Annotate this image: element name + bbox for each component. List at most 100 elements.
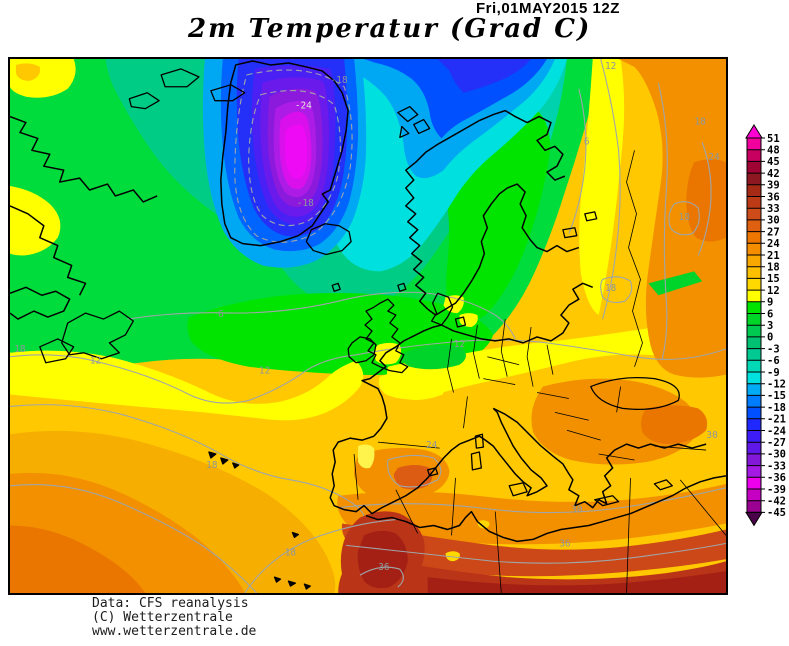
temperature-fields bbox=[10, 59, 726, 593]
legend-tick-label: -39 bbox=[767, 484, 786, 496]
legend-band bbox=[747, 149, 761, 162]
legend-tick-label: -33 bbox=[767, 460, 786, 472]
legend-band bbox=[747, 243, 761, 255]
legend-tick-label: 42 bbox=[767, 168, 780, 180]
contour-18-ring-east bbox=[668, 201, 700, 236]
contour-label: 18 bbox=[285, 547, 297, 558]
legend-tick-label: 3 bbox=[767, 320, 773, 332]
legend-tick-label: 0 bbox=[767, 332, 773, 344]
contour-label: 24 bbox=[708, 152, 720, 163]
run-datetime: Fri,01MAY2015 12Z bbox=[476, 0, 620, 17]
field-darkred-morocco bbox=[357, 530, 408, 589]
contour-18-east bbox=[657, 82, 668, 359]
coast-gulf-stlawrence bbox=[10, 286, 71, 320]
contour-18-south bbox=[244, 519, 396, 593]
contour-24-spain bbox=[387, 454, 442, 488]
credits-data-source: Data: CFS reanalysis bbox=[92, 596, 249, 611]
legend-tick-label: -45 bbox=[767, 507, 786, 519]
legend-tick-label: -27 bbox=[767, 437, 786, 449]
color-scale-legend: 51 48 45 42 39 36 33 30 27 24 21 18 15 12 9 6 3 0 -3 -6 -9 -1… bbox=[743, 124, 789, 544]
contour-label: 36 bbox=[378, 562, 390, 573]
coast-faroe-shetland bbox=[331, 282, 407, 292]
contour-label: 12 bbox=[259, 366, 270, 377]
field-darkred-africa bbox=[427, 571, 726, 593]
contour-lines bbox=[10, 59, 726, 593]
contour-6-northeast bbox=[568, 88, 587, 234]
legend-tick-label: 9 bbox=[767, 297, 773, 309]
coast-iberia bbox=[329, 435, 460, 515]
field-gold-topleft-spot bbox=[15, 63, 41, 81]
legend-band bbox=[747, 255, 761, 267]
legend-tick-label: 12 bbox=[767, 285, 780, 297]
legend-band bbox=[747, 336, 761, 349]
legend-tick-label: 48 bbox=[767, 145, 780, 157]
contour-24-west bbox=[10, 484, 258, 593]
contour-label: 18 bbox=[679, 212, 691, 223]
contour-18-west bbox=[10, 404, 365, 516]
legend-band bbox=[747, 301, 761, 314]
credits-website: www.wetterzentrale.de bbox=[92, 624, 257, 639]
contour-36-africa bbox=[346, 542, 726, 564]
contour-label-layer: -24 -18 -18 12 18 24 6 18 18 6 12 18 12 12 18 24 18 30 30 3… bbox=[14, 61, 720, 573]
coast-iceland bbox=[305, 223, 352, 256]
credits: Data: CFS reanalysis (C) Wetterzentrale ww… bbox=[92, 597, 256, 639]
contour-label: 18 bbox=[14, 344, 26, 355]
field-yellow-central-europe bbox=[378, 323, 726, 400]
contour-label: 6 bbox=[584, 136, 590, 147]
island-dots bbox=[208, 451, 311, 590]
legend-band bbox=[747, 290, 761, 302]
coast-newfoundland bbox=[61, 310, 134, 360]
legend-tick-label: 30 bbox=[767, 215, 780, 227]
legend-tick-label: -6 bbox=[767, 355, 780, 367]
contour-12-west bbox=[10, 339, 726, 404]
legend-band bbox=[747, 489, 761, 501]
coast-greenland bbox=[220, 60, 349, 247]
legend-tick-label: -18 bbox=[767, 402, 786, 414]
contour-label: 36 bbox=[559, 538, 571, 549]
temperature-map: -24 -18 -18 12 18 24 6 18 18 6 12 18 12 12 18 24 18 30 30 3… bbox=[10, 59, 726, 593]
legend-band bbox=[747, 500, 761, 513]
coast-novascotia bbox=[39, 338, 75, 364]
page-title: 2m Temperatur (Grad C) bbox=[188, 14, 592, 44]
coast-blacksea bbox=[590, 376, 680, 411]
contour-minus24-greenland bbox=[248, 89, 341, 227]
field-yellow-atlas-spots bbox=[445, 520, 490, 562]
legend-tick-label: -36 bbox=[767, 472, 786, 484]
legend-band bbox=[747, 360, 761, 372]
legend-band bbox=[747, 372, 761, 384]
legend-tick-label: -3 bbox=[767, 343, 780, 355]
contour-label: 6 bbox=[218, 309, 224, 320]
field-orange-russia bbox=[618, 59, 726, 378]
legend-tick-label: -21 bbox=[767, 414, 786, 426]
coast-baltic-north bbox=[427, 183, 580, 316]
field-orange-balkans bbox=[531, 378, 697, 465]
legend-tick-label: 15 bbox=[767, 273, 780, 285]
contour-label: 30 bbox=[571, 505, 583, 516]
borders-africa bbox=[395, 477, 726, 593]
contour-label: -24 bbox=[295, 101, 312, 112]
legend-tick-label: -9 bbox=[767, 367, 780, 379]
contour-label: 12 bbox=[605, 61, 616, 72]
legend-tick-label: 24 bbox=[767, 238, 780, 250]
legend-band bbox=[747, 278, 761, 291]
contour-label: -18 bbox=[297, 198, 314, 209]
field-yellow-canada-wedge bbox=[10, 186, 61, 256]
contour-label: 12 bbox=[90, 356, 101, 367]
legend-band bbox=[747, 395, 761, 408]
legend-tick-label: 39 bbox=[767, 180, 780, 192]
legend-band bbox=[747, 407, 761, 419]
coast-north-africa bbox=[365, 475, 726, 543]
legend-tick-label: 51 bbox=[767, 133, 780, 145]
contour-6 bbox=[127, 291, 516, 340]
map-frame: -24 -18 -18 12 18 24 6 18 18 6 12 18 12 12 18 24 18 30 30 3… bbox=[8, 57, 728, 595]
legend-band bbox=[747, 208, 761, 220]
legend-band bbox=[747, 161, 761, 174]
legend-tick-label: 27 bbox=[767, 226, 780, 238]
contour-label: 18 bbox=[605, 283, 617, 294]
contour-label: -18 bbox=[331, 75, 348, 86]
coast-ireland bbox=[347, 336, 377, 364]
contour-label: 30 bbox=[706, 430, 718, 441]
legend-arrow-top bbox=[745, 124, 763, 139]
field-yellow-atlantic-band bbox=[10, 350, 364, 421]
legend-band bbox=[747, 348, 761, 361]
